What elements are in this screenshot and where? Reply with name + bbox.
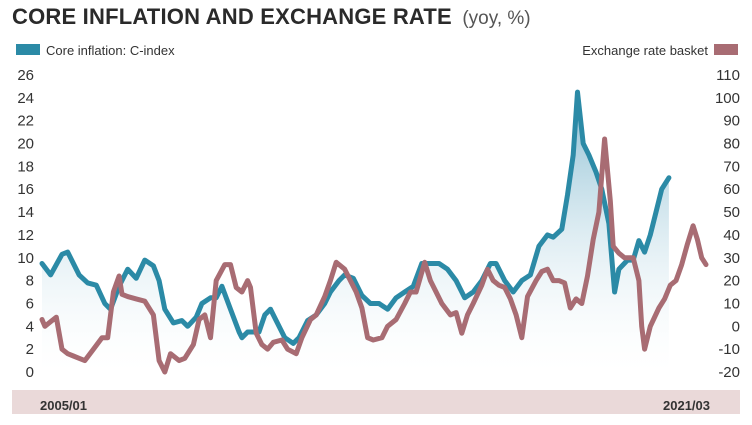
x-tick-label-start: 2005/01 [40, 398, 87, 413]
left-tick-label: 20 [17, 136, 34, 153]
right-tick-label: 80 [723, 136, 740, 153]
right-tick-label: 100 [715, 90, 740, 107]
chart-title-unit: (yoy, %) [462, 8, 531, 29]
left-tick-label: 8 [26, 273, 34, 290]
left-tick-label: 6 [26, 295, 34, 312]
right-tick-label: 30 [723, 250, 740, 267]
left-tick-label: 14 [17, 204, 34, 221]
left-tick-label: 10 [17, 250, 34, 267]
left-tick-label: 26 [17, 67, 34, 84]
right-tick-label: 20 [723, 273, 740, 290]
left-tick-label: 12 [17, 227, 34, 244]
left-tick-label: 16 [17, 181, 34, 198]
right-tick-label: 70 [723, 158, 740, 175]
chart-title-main: CORE INFLATION AND EXCHANGE RATE [12, 4, 452, 29]
right-tick-label: 40 [723, 227, 740, 244]
right-tick-label: 60 [723, 181, 740, 198]
right-tick-label: 50 [723, 204, 740, 221]
legend-swatch-fx [714, 44, 738, 55]
left-tick-label: 22 [17, 113, 34, 130]
right-tick-label: 0 [732, 318, 740, 335]
right-tick-label: 90 [723, 113, 740, 130]
legend-swatch-core [16, 44, 40, 55]
legend-label-fx: Exchange rate basket [582, 43, 708, 58]
x-tick-label-end: 2021/03 [663, 398, 710, 413]
left-tick-label: 24 [17, 90, 34, 107]
right-tick-label: -10 [718, 341, 740, 358]
core-inflation-line [39, 89, 672, 346]
x-axis-band [12, 390, 740, 414]
right-axis: -20 -10 0 10 20 30 40 50 60 70 80 90 100 110 [715, 67, 740, 381]
chart-title: CORE INFLATION AND EXCHANGE RATE (yoy, %… [12, 4, 531, 30]
left-tick-label: 0 [26, 364, 34, 381]
right-tick-label: 10 [723, 295, 740, 312]
left-tick-label: 4 [26, 318, 34, 335]
left-tick-label: 2 [26, 341, 34, 358]
left-tick-label: 18 [17, 158, 34, 175]
legend-label-core: Core inflation: C-index [46, 43, 175, 58]
exchange-rate-line [39, 136, 709, 375]
right-tick-label: -20 [718, 364, 740, 381]
right-tick-label: 110 [716, 67, 740, 84]
